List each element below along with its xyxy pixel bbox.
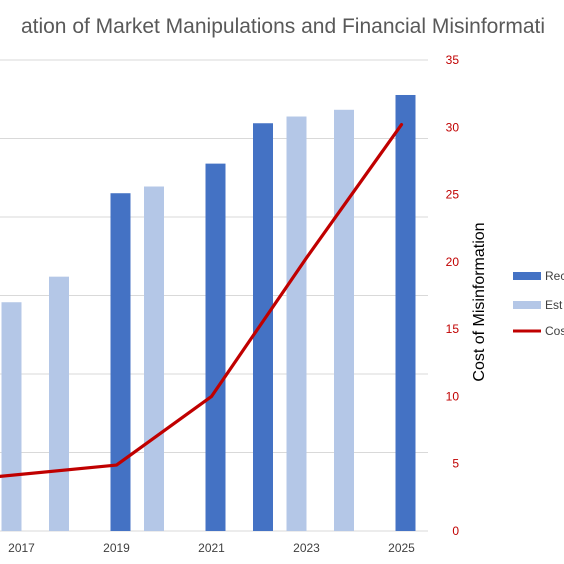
x-tick-label: 2017 bbox=[8, 541, 35, 555]
legend-swatch-rec bbox=[513, 272, 541, 280]
legend-label-cos: Cos bbox=[545, 324, 564, 338]
y2-tick-label: 5 bbox=[452, 457, 459, 471]
y2-tick-label: 30 bbox=[446, 120, 460, 134]
bar-rec-2019 bbox=[110, 193, 131, 531]
bar-est-2020 bbox=[144, 186, 164, 532]
legend-label-rec: Rec bbox=[545, 269, 564, 283]
chart-title: ation of Market Manipulations and Financ… bbox=[21, 15, 545, 38]
x-tick-label: 2019 bbox=[103, 541, 130, 555]
bar-est-2018 bbox=[49, 276, 69, 531]
bar-est-2024 bbox=[334, 109, 354, 531]
legend-label-est: Est bbox=[545, 298, 563, 312]
bar-est-2017 bbox=[1, 302, 22, 531]
bar-rec-2025 bbox=[395, 94, 416, 531]
x-tick-label: 2023 bbox=[293, 541, 320, 555]
y2-axis-title: Cost of Misinformation bbox=[471, 222, 488, 381]
bar-rec-2022 bbox=[253, 123, 273, 532]
cost-line bbox=[0, 122, 404, 478]
bar-est-2023 bbox=[286, 116, 307, 532]
y2-axis-ticks: 0 5 10 15 20 25 30 35 bbox=[446, 53, 460, 538]
y2-tick-label: 15 bbox=[446, 322, 460, 336]
y2-tick-label: 20 bbox=[446, 255, 460, 269]
y2-tick-label: 10 bbox=[446, 389, 460, 403]
legend: Rec Est Cos bbox=[513, 269, 564, 338]
line-series-cos bbox=[0, 122, 404, 478]
bar-rec-2021 bbox=[205, 163, 226, 531]
y2-tick-label: 25 bbox=[446, 188, 460, 202]
x-tick-label: 2025 bbox=[388, 541, 415, 555]
bars bbox=[1, 94, 416, 532]
legend-swatch-est bbox=[513, 301, 541, 309]
x-tick-label: 2021 bbox=[198, 541, 225, 555]
y2-tick-label: 0 bbox=[452, 524, 459, 538]
x-axis-ticks: 2017 2019 2021 2023 2025 bbox=[8, 541, 415, 555]
y2-tick-label: 35 bbox=[446, 53, 460, 67]
